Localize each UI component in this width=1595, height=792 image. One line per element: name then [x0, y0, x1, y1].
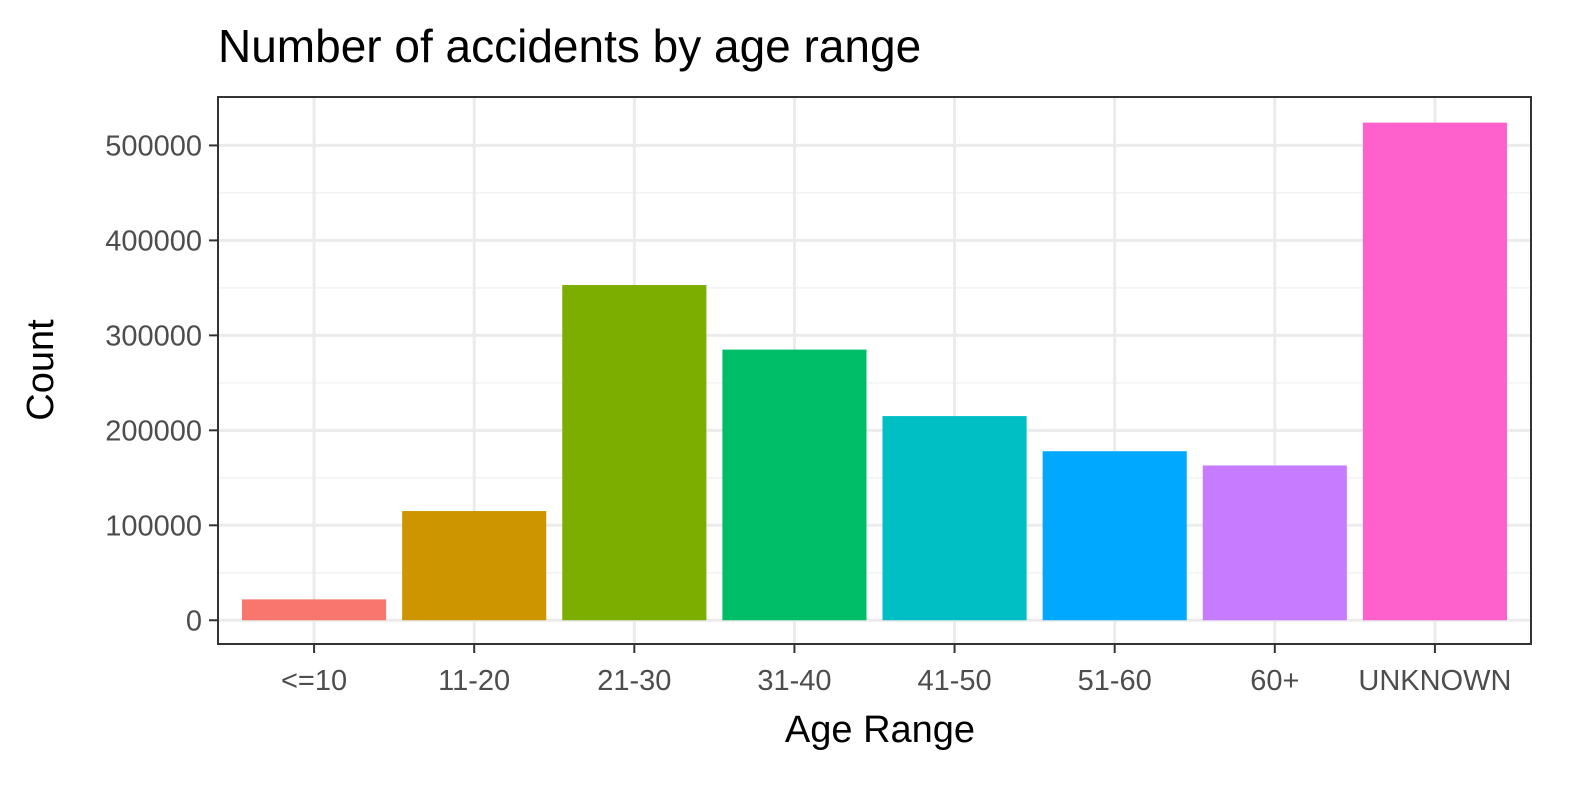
y-tick-label: 300000: [105, 320, 202, 352]
y-tick-label: 500000: [105, 130, 202, 162]
bar-7: [1202, 465, 1347, 621]
plot-panel-border: [217, 96, 1532, 645]
bar-5: [882, 416, 1027, 621]
y-axis-title: Count: [20, 319, 62, 421]
x-tick-label: 31-40: [757, 665, 831, 697]
x-axis: <=10 11-20 21-30 31-40 41-50 51-60 60+ UNKNOWN: [281, 644, 1511, 697]
x-axis-title: Age Range: [785, 709, 975, 751]
bar-1: [242, 599, 387, 621]
x-tick-label: <=10: [281, 665, 347, 697]
y-tick-label: 100000: [105, 510, 202, 542]
x-tick-label: 21-30: [597, 665, 671, 697]
bar-4: [722, 349, 867, 621]
x-tick-label: 60+: [1250, 665, 1299, 697]
x-tick-label: 51-60: [1078, 665, 1152, 697]
y-tick-label: 200000: [105, 415, 202, 447]
x-tick-label: 41-50: [917, 665, 991, 697]
y-tick-label: 0: [186, 605, 202, 637]
bar-6: [1042, 451, 1187, 621]
x-tick-label: 11-20: [438, 665, 510, 697]
bar-3: [562, 285, 707, 621]
bar-8: [1362, 122, 1507, 621]
x-tick-label: UNKNOWN: [1358, 665, 1511, 697]
bar-2: [402, 511, 547, 621]
bars: [242, 122, 1507, 621]
y-axis: 0 100000 200000 300000 400000 500000: [105, 130, 218, 637]
y-tick-label: 400000: [105, 225, 202, 257]
chart-title: Number of accidents by age range: [218, 20, 921, 72]
